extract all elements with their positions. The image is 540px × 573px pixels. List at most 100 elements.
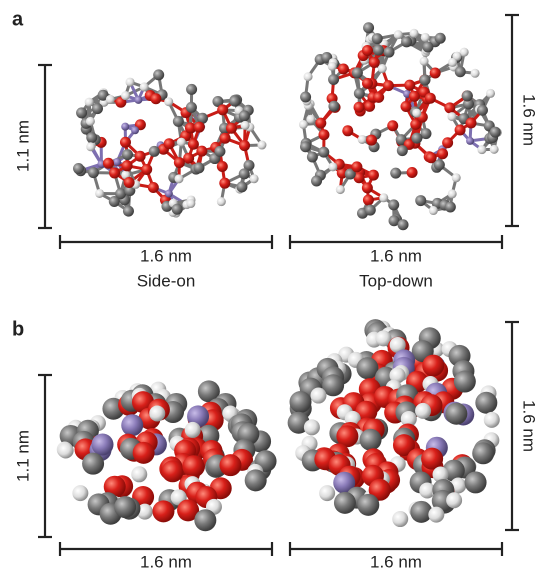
atom — [328, 162, 337, 171]
atom — [109, 196, 120, 207]
atom — [401, 36, 412, 47]
atom — [422, 355, 444, 377]
atom — [475, 392, 497, 414]
atom — [141, 164, 152, 175]
atom — [174, 157, 185, 168]
atom — [134, 96, 142, 104]
atom — [217, 197, 226, 206]
atom — [172, 204, 183, 215]
atom — [328, 101, 339, 112]
atom — [173, 116, 184, 127]
atom — [373, 92, 384, 103]
atom — [186, 199, 195, 208]
atom — [124, 177, 135, 188]
atom — [196, 146, 207, 157]
space-filling-model — [288, 319, 500, 527]
atom — [357, 494, 379, 516]
atom — [106, 95, 115, 104]
atom — [365, 205, 376, 216]
panel-label: b — [12, 318, 24, 340]
atom — [415, 403, 431, 419]
atom — [354, 88, 365, 99]
atom — [486, 89, 495, 98]
atom — [363, 195, 374, 206]
atom — [236, 181, 247, 192]
atom — [300, 141, 311, 152]
atom — [442, 137, 453, 148]
atom — [387, 120, 398, 131]
atom — [336, 185, 345, 194]
atom — [162, 460, 184, 482]
atom — [351, 161, 362, 172]
atom — [194, 122, 205, 133]
atom — [122, 160, 133, 171]
atom — [165, 190, 173, 198]
atom — [86, 132, 97, 143]
atom — [120, 137, 131, 148]
atom — [175, 174, 184, 183]
atom — [352, 67, 363, 78]
atom — [445, 202, 456, 213]
atom — [362, 78, 373, 89]
atom — [358, 135, 367, 144]
atom — [304, 72, 313, 81]
atom — [404, 80, 415, 91]
atom — [217, 104, 228, 115]
atom — [362, 182, 373, 193]
atom — [229, 96, 240, 107]
atom — [425, 93, 436, 104]
atom — [311, 175, 322, 186]
figure: a b 1.1 nm 1.6 nm Side-on 1.6 nm 1.6 nm … — [0, 0, 540, 573]
atom — [257, 141, 266, 150]
atom — [58, 443, 74, 459]
width-label: 1.6 nm — [140, 246, 192, 265]
atom — [149, 405, 165, 421]
height-label: 1.6 nm — [520, 400, 539, 452]
atom — [448, 58, 457, 67]
atom — [419, 75, 430, 86]
atom — [140, 82, 149, 91]
space-filling-model — [57, 380, 277, 531]
atom — [186, 102, 197, 113]
atom — [149, 146, 160, 157]
atom — [164, 97, 173, 106]
atom — [446, 492, 462, 508]
atom — [318, 129, 329, 140]
atom — [437, 148, 448, 159]
atom — [217, 161, 228, 172]
panel-label: a — [12, 8, 24, 30]
atom — [384, 47, 395, 58]
atom — [429, 206, 438, 215]
atom — [455, 66, 466, 77]
atom — [379, 193, 388, 202]
atom — [421, 33, 430, 42]
atom — [92, 103, 103, 114]
atom — [135, 151, 146, 162]
atom — [372, 33, 383, 44]
atom — [398, 219, 409, 230]
atom — [86, 142, 95, 151]
atom — [304, 419, 320, 435]
atom — [185, 422, 201, 438]
atom — [397, 145, 408, 156]
atom — [445, 403, 467, 425]
atom — [392, 511, 408, 527]
atom — [454, 371, 476, 393]
atom — [164, 138, 175, 149]
atom — [121, 123, 129, 131]
atom — [411, 133, 422, 144]
atom — [373, 45, 384, 56]
width-label: 1.6 nm — [140, 552, 192, 571]
atom — [186, 84, 197, 95]
atom — [239, 110, 250, 121]
atom — [420, 57, 429, 66]
atom — [378, 64, 387, 73]
atom — [219, 178, 230, 189]
atom — [121, 414, 143, 436]
atom — [241, 121, 250, 130]
atom — [490, 145, 499, 154]
atom — [219, 454, 241, 476]
atom — [299, 120, 308, 129]
ball-and-stick-model — [73, 69, 266, 217]
atom — [306, 115, 315, 124]
